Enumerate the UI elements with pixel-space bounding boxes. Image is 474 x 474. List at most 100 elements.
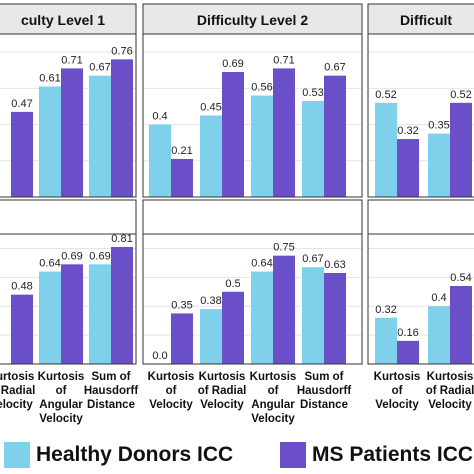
facet-strip bbox=[367, 3, 474, 35]
x-tick-line: Kurtosis bbox=[0, 371, 34, 383]
data-label: 0.81 bbox=[111, 233, 132, 245]
x-tick-line: Velocity bbox=[428, 399, 472, 411]
data-label: 0.71 bbox=[273, 54, 294, 66]
data-label: 0.45 bbox=[200, 102, 221, 114]
data-label: 0.69 bbox=[222, 58, 243, 70]
data-label: 0.63 bbox=[324, 259, 345, 271]
legend-swatch-ms bbox=[280, 442, 306, 468]
bar-ms bbox=[397, 139, 419, 197]
panel-0: 0.47 0.610.71 0.670.76 bbox=[0, 34, 136, 197]
data-label: 0.69 bbox=[89, 250, 110, 262]
panel-5: 0.320.16 0.4 0.54 bbox=[368, 234, 474, 364]
legend-label-ms: MS Patients ICC bbox=[312, 443, 474, 466]
panel-border bbox=[0, 233, 137, 365]
data-label: 0.52 bbox=[450, 89, 471, 101]
facet-strip-blank bbox=[367, 199, 474, 235]
bar-ms bbox=[324, 273, 346, 364]
bar-healthy bbox=[251, 271, 273, 364]
x-tick-line: Kurtosis bbox=[38, 371, 85, 383]
facet-title: culty Level 1 bbox=[21, 12, 105, 28]
data-label: 0.67 bbox=[302, 253, 323, 265]
data-label: 0.52 bbox=[375, 89, 396, 101]
bar-healthy bbox=[375, 102, 397, 197]
data-label: 0.67 bbox=[324, 62, 345, 74]
data-label: 0.54 bbox=[450, 272, 471, 284]
data-label: 0.61 bbox=[39, 73, 60, 85]
x-tick-line: of Radial bbox=[198, 385, 247, 397]
data-label: 0.76 bbox=[111, 45, 132, 57]
x-tick-line: Angular bbox=[39, 399, 83, 411]
bar-healthy bbox=[200, 309, 222, 364]
x-tick-line: Velocity bbox=[375, 399, 419, 411]
data-label: 0.35 bbox=[428, 120, 449, 132]
x-tick-line: of bbox=[166, 385, 177, 397]
data-label: 0.21 bbox=[171, 145, 192, 157]
data-label: 0.35 bbox=[171, 299, 192, 311]
data-label: 0.56 bbox=[251, 82, 272, 94]
data-label: 0.67 bbox=[89, 62, 110, 74]
panel-2: 0.52 0.32 0.35 0.52 bbox=[368, 34, 474, 197]
x-tick-line: Velocity bbox=[0, 399, 33, 411]
data-label: 0.53 bbox=[302, 87, 323, 99]
x-tick-label: Kurtosis of Velocity bbox=[148, 371, 195, 411]
facet-title: Difficult bbox=[400, 12, 452, 28]
bar-healthy bbox=[428, 306, 450, 364]
panel-border bbox=[0, 33, 137, 198]
bar-healthy bbox=[89, 264, 111, 364]
x-tick-label: Sum of Hausdorff Distance bbox=[84, 371, 138, 411]
x-tick-line: Kurtosis bbox=[427, 371, 474, 383]
data-label: 0.4 bbox=[152, 111, 167, 123]
bar-healthy bbox=[302, 267, 324, 364]
x-tick-line: of bbox=[392, 385, 403, 397]
x-tick-line: Velocity bbox=[251, 413, 295, 425]
bar-ms bbox=[273, 255, 295, 364]
facet-strip bbox=[142, 3, 363, 35]
bar-ms bbox=[397, 340, 419, 364]
x-tick-line: Distance bbox=[300, 399, 348, 411]
facet-title: Difficulty Level 2 bbox=[197, 12, 308, 28]
x-tick-label: Kurtosis of Radial Velocity bbox=[0, 371, 35, 411]
bar-ms bbox=[111, 59, 133, 197]
facet-strip bbox=[0, 3, 137, 35]
bar-healthy bbox=[89, 75, 111, 197]
x-tick-line: Hausdorff bbox=[297, 385, 351, 397]
x-tick-line: of Radial bbox=[0, 385, 35, 397]
bar-healthy bbox=[302, 101, 324, 197]
facet-strip-blank bbox=[0, 199, 137, 235]
data-label: 0.69 bbox=[61, 250, 82, 262]
x-tick-line: Kurtosis bbox=[199, 371, 246, 383]
panel-4: 0.0 0.35 0.38 0.5 0.640.75 0.67 0.63 bbox=[143, 234, 362, 364]
panel-border bbox=[142, 33, 363, 198]
bar-ms bbox=[450, 286, 472, 364]
data-label: 0.0 bbox=[152, 350, 167, 362]
bar-ms bbox=[222, 72, 244, 197]
bar-ms bbox=[450, 102, 472, 197]
x-tick-line: Hausdorff bbox=[84, 385, 138, 397]
x-tick-line: Kurtosis bbox=[374, 371, 421, 383]
data-label: 0.38 bbox=[200, 295, 221, 307]
data-label: 0.47 bbox=[11, 98, 32, 110]
panel-border bbox=[367, 33, 474, 198]
x-tick-label: Sum of Hausdorff Distance bbox=[297, 371, 351, 411]
bar-ms bbox=[11, 294, 33, 364]
bar-healthy bbox=[39, 271, 61, 364]
x-tick-line: Sum of bbox=[305, 371, 344, 383]
x-tick-label: Kurtosis of Radial Velocity bbox=[198, 371, 247, 411]
data-label: 0.16 bbox=[397, 327, 418, 339]
data-label: 0.71 bbox=[61, 54, 82, 66]
x-tick-label: Kurtosis of Angular Velocity bbox=[250, 371, 297, 425]
data-label: 0.48 bbox=[11, 281, 32, 293]
x-tick-label: Kurtosis of Radial Velocity bbox=[426, 371, 474, 411]
legend-item-healthy: Healthy Donors ICC bbox=[4, 442, 233, 468]
x-tick-line: Velocity bbox=[149, 399, 193, 411]
bar-healthy bbox=[149, 124, 171, 197]
legend-label-healthy: Healthy Donors ICC bbox=[36, 443, 234, 466]
data-label: 0.64 bbox=[39, 258, 60, 270]
x-tick-label: Kurtosis of Angular Velocity bbox=[38, 371, 85, 425]
data-label: 0.75 bbox=[273, 242, 294, 254]
bar-ms bbox=[61, 68, 83, 197]
bar-ms bbox=[171, 158, 193, 197]
x-tick-line: Kurtosis bbox=[250, 371, 297, 383]
x-tick-line: Sum of bbox=[92, 371, 131, 383]
